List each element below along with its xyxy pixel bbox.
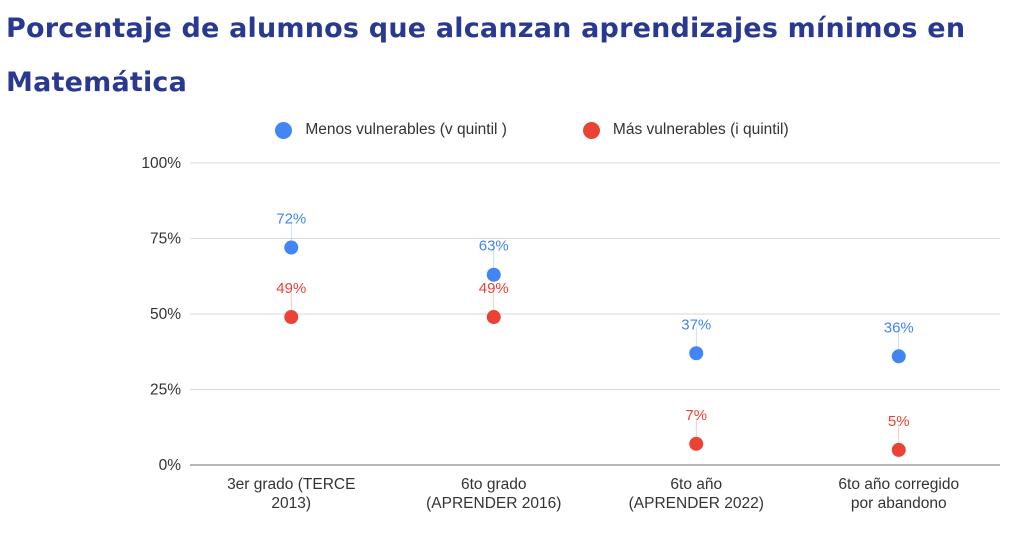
data-label-more-vulnerable: 49% [479,280,509,297]
y-tick-label: 50% [150,306,181,323]
y-tick-label: 75% [150,231,181,248]
point-more-vulnerable [689,436,704,451]
point-less-vulnerable [486,267,501,282]
data-label-less-vulnerable: 63% [479,238,509,255]
legend-label-less-vulnerable: Menos vulnerables (v quintil ) [305,121,507,138]
chart-legend: Menos vulnerables (v quintil ) Más vulne… [0,118,1024,142]
legend-swatch-blue-icon [275,121,293,139]
slide-title: Porcentaje de alumnos que alcanzan apren… [6,13,966,98]
y-tick-label: 25% [150,382,181,399]
point-more-vulnerable [486,310,501,325]
data-label-more-vulnerable: 5% [888,413,910,430]
point-less-vulnerable [284,240,299,255]
legend-item-less-vulnerable: Menos vulnerables (v quintil ) [235,118,507,142]
legend-label-more-vulnerable: Más vulnerables (i quintil) [612,121,789,138]
x-category-label: por abandono [851,495,947,512]
x-category-label: 2013) [271,495,311,512]
point-more-vulnerable [891,442,906,457]
x-category-label: 6to año corregido [838,476,959,493]
x-category-label: 6to año [670,476,722,493]
legend-swatch-red-icon [582,121,600,139]
point-more-vulnerable [284,310,299,325]
y-tick-label: 0% [159,457,182,474]
y-tick-label: 100% [141,155,181,172]
data-label-less-vulnerable: 72% [276,211,306,228]
data-label-more-vulnerable: 49% [276,280,306,297]
x-category-label: 6to grado [461,476,527,493]
data-label-less-vulnerable: 37% [681,316,711,333]
data-label-more-vulnerable: 7% [685,407,707,424]
data-label-less-vulnerable: 36% [884,319,914,336]
point-less-vulnerable [689,346,704,361]
point-less-vulnerable [891,349,906,364]
legend-item-more-vulnerable: Más vulnerables (i quintil) [543,118,789,142]
x-category-label: (APRENDER 2022) [629,495,764,512]
x-category-label: (APRENDER 2016) [426,495,561,512]
x-category-label: 3er grado (TERCE [227,476,355,493]
